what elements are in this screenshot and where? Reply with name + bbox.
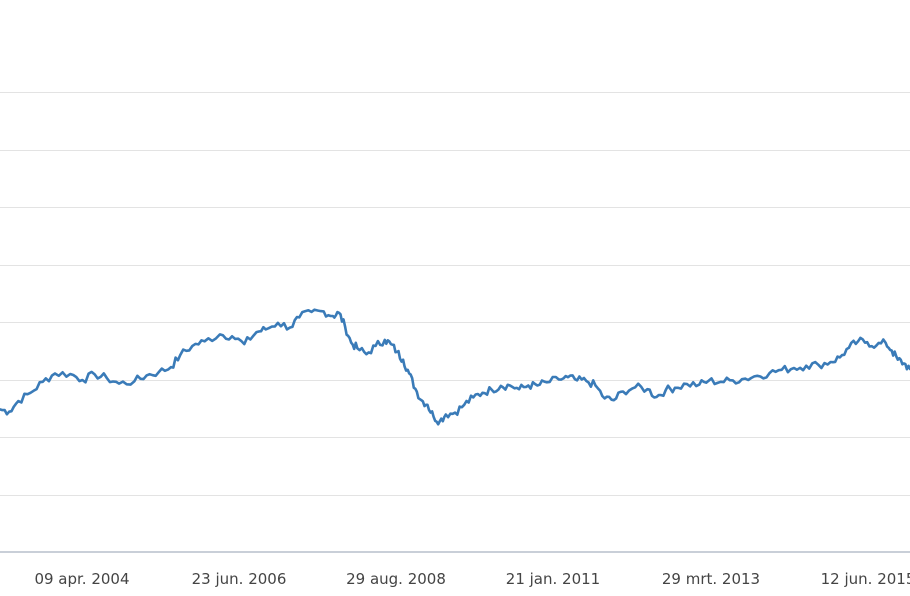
series-line — [0, 308, 910, 426]
x-tick-label: 23 jun. 2006 — [192, 570, 287, 588]
x-tick-label: 21 jan. 2011 — [506, 570, 600, 588]
series-group — [0, 308, 910, 426]
x-tick-label: 12 jun. 2015 — [821, 570, 910, 588]
x-tick-labels: 09 apr. 2004 23 jun. 2006 29 aug. 2008 21 j… — [34, 570, 910, 588]
x-tick-label: 29 aug. 2008 — [346, 570, 446, 588]
x-tick-label: 29 mrt. 2013 — [662, 570, 760, 588]
y-gridlines — [0, 92, 910, 496]
x-tick-label: 09 apr. 2004 — [34, 570, 129, 588]
